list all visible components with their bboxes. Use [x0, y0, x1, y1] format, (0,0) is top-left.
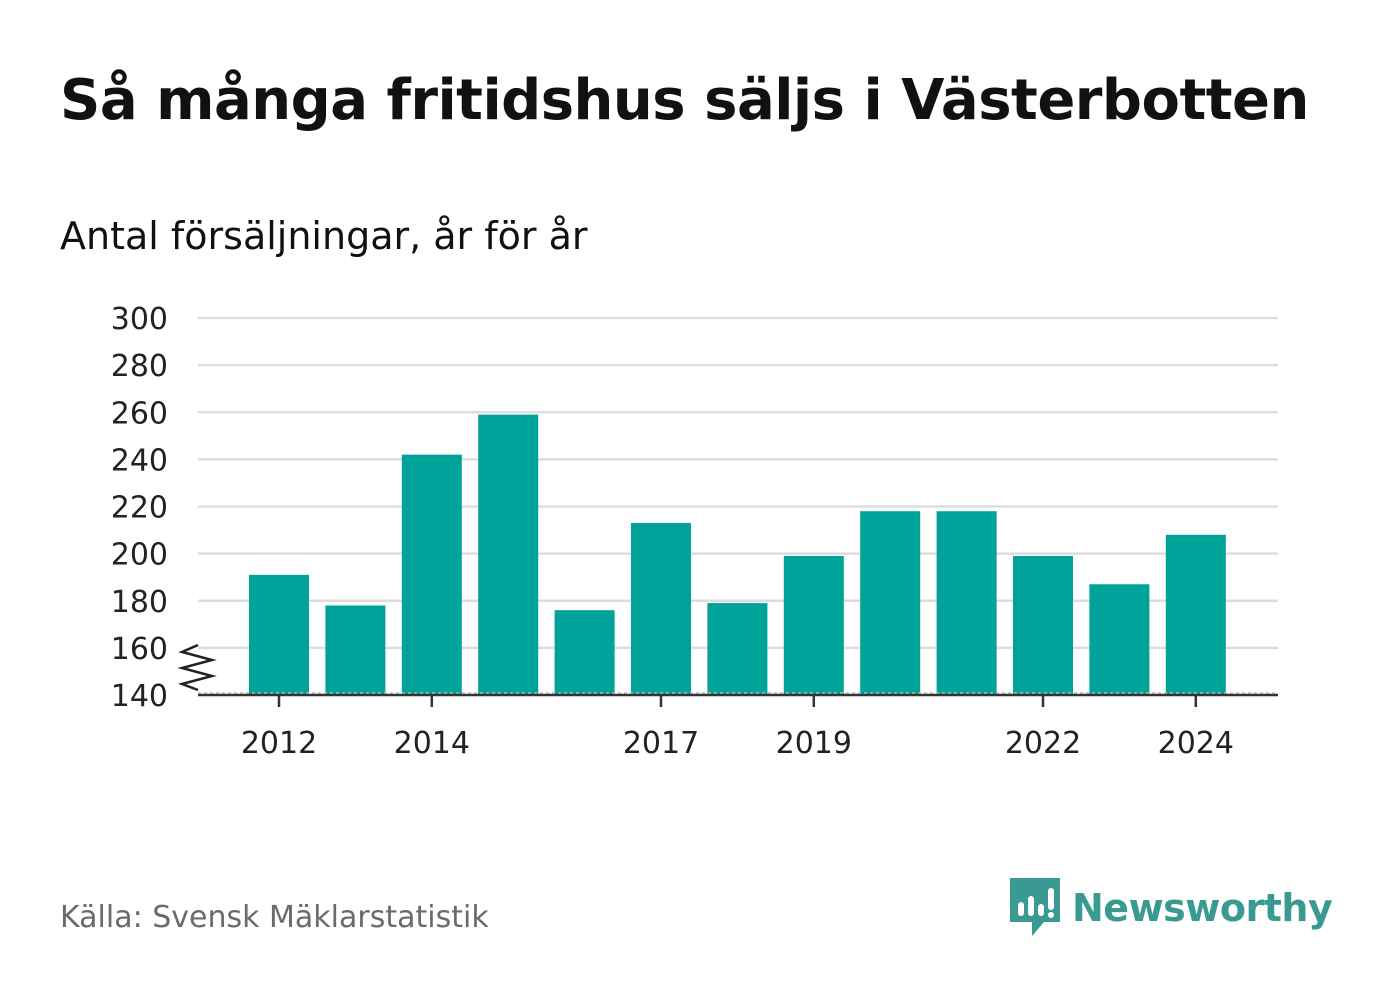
- y-tick-label-200: 200: [111, 538, 168, 573]
- bar-2014: [401, 454, 462, 695]
- y-tick-label-160: 160: [111, 632, 168, 667]
- bar-2013: [325, 605, 386, 695]
- bar-2022: [1013, 555, 1073, 695]
- brand-logo: Newsworthy: [1010, 878, 1333, 938]
- bar-2020: [860, 511, 921, 695]
- y-tick-label-220: 220: [111, 491, 168, 526]
- chart-title: Så många fritidshus säljs i Västerbotten: [60, 68, 1309, 133]
- bar-2015: [478, 414, 539, 695]
- y-tick-label-240: 240: [111, 443, 168, 478]
- x-tick-label-2017: 2017: [623, 726, 699, 761]
- y-tick-label-260: 260: [111, 396, 168, 431]
- y-tick-label-300: 300: [111, 302, 168, 337]
- bar-2023: [1089, 584, 1150, 695]
- bar-2017: [631, 522, 691, 695]
- x-tick-label-2022: 2022: [1005, 726, 1081, 761]
- chat-bar-chart-icon: [1010, 878, 1060, 936]
- bar-2021: [936, 511, 997, 695]
- bar-2018: [707, 603, 768, 695]
- bar-2024: [1165, 534, 1226, 695]
- y-tick-label-280: 280: [111, 349, 168, 384]
- tick-labels: 140 160 180 200 220 240 260 280 300 2012 2014 2017 2…: [111, 302, 1234, 761]
- axis-break-symbol: [177, 643, 217, 692]
- axes: [177, 643, 1278, 707]
- bar-2012: [249, 574, 309, 695]
- brand-name: Newsworthy: [1072, 886, 1333, 930]
- bar-2016: [554, 610, 615, 695]
- bar-2019: [783, 555, 844, 695]
- bars: [249, 414, 1226, 695]
- x-tick-label-2014: 2014: [394, 726, 470, 761]
- chart-subtitle: Antal försäljningar, år för år: [60, 214, 588, 258]
- x-tick-label-2024: 2024: [1158, 726, 1234, 761]
- x-tick-label-2019: 2019: [776, 726, 852, 761]
- y-tick-label-140: 140: [111, 679, 168, 714]
- x-tick-label-2012: 2012: [241, 726, 317, 761]
- source-note: Källa: Svensk Mäklarstatistik: [60, 900, 489, 935]
- grid-lines: [198, 316, 1278, 650]
- y-tick-label-180: 180: [111, 585, 168, 620]
